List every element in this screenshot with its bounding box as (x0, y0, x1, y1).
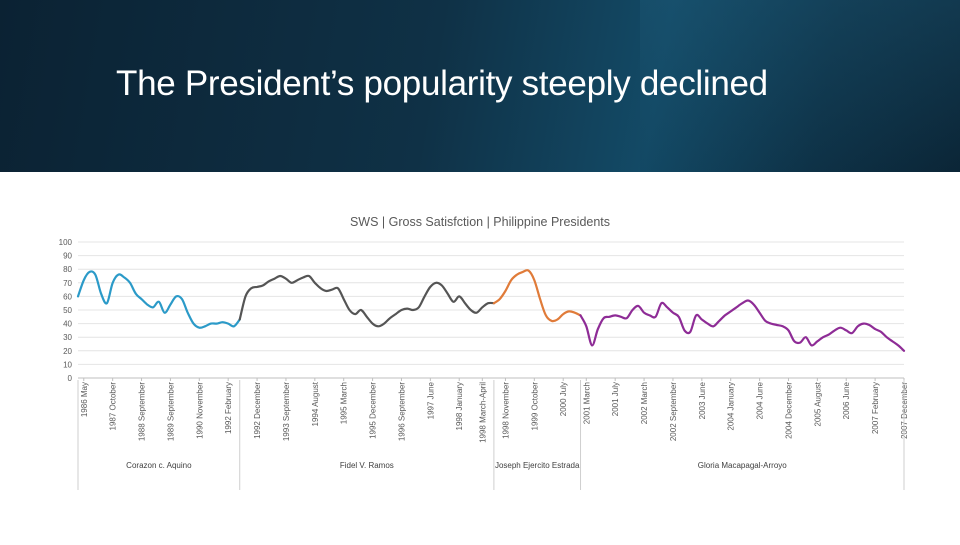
y-tick-label: 40 (63, 320, 72, 329)
title-banner: The President’s popularity steeply decli… (0, 0, 960, 172)
x-axis: 1986 May 1987 October 1988 September 1989 S… (80, 378, 909, 443)
series-line-4 (579, 299, 906, 352)
y-tick-label: 70 (63, 279, 72, 288)
chart-title: SWS | Gross Satisfction | Philippine Pre… (350, 215, 610, 229)
slide-title: The President’s popularity steeply decli… (116, 64, 768, 103)
y-tick-label: 10 (63, 360, 72, 369)
y-tick-label: 80 (63, 265, 72, 274)
x-tick-label: 1998 March-April (478, 382, 487, 443)
series-line-2 (238, 274, 495, 328)
y-tick-label: 0 (68, 374, 73, 383)
x-tick-label: 1986 May (80, 382, 89, 417)
x-tick-label: 1998 January (455, 382, 464, 430)
x-tick-label: 1997 June (426, 381, 435, 419)
y-tick-label: 60 (63, 292, 72, 301)
x-tick-label: 1993 September (282, 382, 291, 441)
y-tick-label: 20 (63, 347, 72, 356)
x-tick-label: 2005 August (813, 381, 822, 426)
line-chart: SWS | Gross Satisfction | Philippine Pre… (59, 215, 909, 490)
president-label: Corazon c. Aquino (126, 461, 192, 470)
y-axis: 0 10 20 30 40 50 60 70 80 90 100 (59, 238, 904, 383)
x-tick-label: 1992 December (253, 382, 262, 439)
y-tick-label: 100 (59, 238, 73, 247)
x-tick-label: 1995 March (340, 382, 349, 424)
x-tick-label: 2007 February (871, 382, 880, 434)
y-tick-label: 90 (63, 252, 72, 261)
x-tick-label: 1988 September (138, 382, 147, 441)
x-tick-label: 1990 November (195, 382, 204, 439)
chart-area: SWS | Gross Satisfction | Philippine Pre… (0, 172, 960, 540)
gridlines (78, 241, 904, 379)
president-groups: Corazon c. Aquino Fidel V. Ramos Joseph Ej… (77, 380, 905, 490)
x-tick-label: 2002 March (640, 382, 649, 424)
x-tick-label: 2004 January (727, 382, 736, 430)
y-tick-label: 30 (63, 333, 72, 342)
x-tick-label: 2001 March (582, 382, 591, 424)
series-line-3 (492, 269, 582, 323)
x-tick-label: 1995 December (369, 382, 378, 439)
x-tick-label: 2004 December (785, 382, 794, 439)
x-tick-label: 2006 June (842, 381, 851, 419)
x-tick-label: 1992 February (224, 382, 233, 434)
x-tick-label: 2004 June (756, 381, 765, 419)
y-tick-label: 50 (63, 306, 72, 315)
x-tick-label: 1998 November (501, 382, 510, 439)
x-tick-label: 2001 July (611, 382, 620, 416)
x-tick-label: 2000 July (559, 382, 568, 416)
x-tick-label: 1989 September (166, 382, 175, 441)
x-tick-label: 2003 June (698, 381, 707, 419)
series-lines (76, 269, 906, 352)
x-tick-label: 1996 September (398, 382, 407, 441)
x-tick-label: 2002 September (669, 382, 678, 441)
series-line-1 (76, 270, 241, 329)
president-label: Fidel V. Ramos (340, 461, 394, 470)
banner-accent-panel (640, 0, 960, 172)
president-label: Gloria Macapagal-Arroyo (698, 461, 787, 470)
president-label: Joseph Ejercito Estrada (495, 461, 580, 470)
x-tick-label: 1987 October (109, 382, 118, 431)
x-tick-label: 1999 October (530, 382, 539, 431)
x-tick-label: 1994 August (311, 381, 320, 426)
